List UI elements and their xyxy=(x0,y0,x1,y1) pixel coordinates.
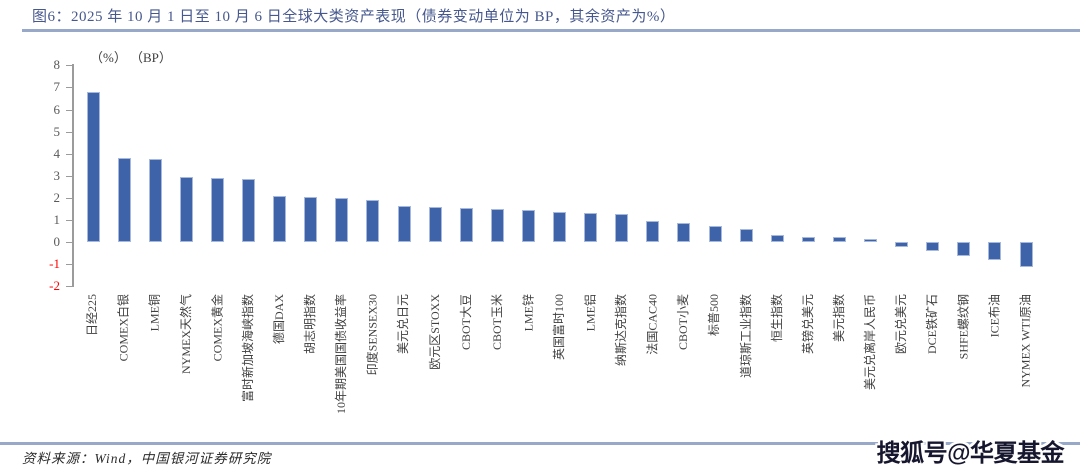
x-axis-label: 10年期美国国债收益率 xyxy=(334,294,349,415)
y-tick-mark xyxy=(66,65,73,67)
bar xyxy=(926,242,940,252)
bar xyxy=(864,238,877,242)
bar xyxy=(273,196,287,242)
y-tick-mark xyxy=(66,153,73,155)
x-axis-label: 道琼斯工业指数 xyxy=(738,294,753,379)
bar xyxy=(957,242,971,257)
x-axis-label: 纳斯达克指数 xyxy=(614,294,629,367)
x-axis-label: 美元兑离岸人民币 xyxy=(863,294,877,391)
y-tick-label: 2 xyxy=(53,189,61,205)
bar xyxy=(801,236,815,242)
bar xyxy=(335,197,349,242)
x-axis-label: 印度SENSEX30 xyxy=(365,294,380,376)
bar xyxy=(210,177,224,242)
y-tick-mark xyxy=(66,109,73,111)
y-tick-label: 6 xyxy=(53,101,61,117)
y-tick-mark xyxy=(66,175,73,177)
y-tick-mark xyxy=(66,264,73,266)
bar xyxy=(895,242,909,248)
bar xyxy=(677,223,691,242)
x-axis-label: COMEX白银 xyxy=(116,294,131,362)
x-axis-label: CBOT玉米 xyxy=(489,294,504,351)
x-axis-label: LME铝 xyxy=(583,294,598,332)
x-axis-label: DCE铁矿石 xyxy=(925,294,940,355)
y-tick-mark xyxy=(66,219,73,221)
bar xyxy=(86,91,100,242)
x-axis-label: 欧元兑美元 xyxy=(894,294,909,355)
y-tick-mark xyxy=(66,197,73,199)
x-axis-label: NYMEX WTI原油 xyxy=(1018,294,1033,388)
x-axis-label: 富时新加坡海峡指数 xyxy=(241,294,255,403)
bar xyxy=(646,221,660,242)
x-axis-label: NYMEX天然气 xyxy=(178,294,193,374)
source-note: 资料来源：Wind，中国银河证券研究院 xyxy=(22,451,272,466)
bar xyxy=(179,176,193,242)
y-tick-label: 5 xyxy=(53,123,61,139)
x-axis-label: SHFE螺纹钢 xyxy=(956,294,971,360)
x-axis-label: COMEX黄金 xyxy=(209,294,224,362)
y-tick-label: 7 xyxy=(53,79,61,95)
bar xyxy=(553,211,566,242)
x-axis-label: CBOT大豆 xyxy=(458,294,473,351)
bar xyxy=(770,235,784,242)
y-tick-mark xyxy=(66,242,73,243)
bar xyxy=(242,179,255,242)
bar xyxy=(832,236,846,242)
bar xyxy=(397,205,411,242)
x-axis-label: 英国富时100 xyxy=(552,294,566,361)
y-axis-line xyxy=(72,64,74,287)
bar xyxy=(366,200,380,242)
y-unit-percent-label: （%） xyxy=(90,50,127,65)
figure-title: 图6：2025 年 10 月 1 日至 10 月 6 日全球大类资产表现（债券变… xyxy=(32,9,676,25)
x-axis-label: 法国CAC40 xyxy=(645,294,660,355)
x-axis-label: 标普500 xyxy=(707,294,722,337)
x-axis-label: 英镑兑美元 xyxy=(800,294,815,355)
footer-divider xyxy=(0,442,1080,445)
bar xyxy=(148,158,162,242)
x-axis-label: 德国DAX xyxy=(272,294,287,344)
y-tick-mark xyxy=(66,131,73,133)
bar xyxy=(739,228,753,242)
y-unit-bp-label: （BP） xyxy=(130,50,172,65)
x-axis-label: LME铜 xyxy=(147,294,162,332)
bar xyxy=(584,213,598,242)
bar xyxy=(428,207,442,242)
title-divider xyxy=(22,29,1080,32)
y-tick-label: -2 xyxy=(49,278,60,294)
bar xyxy=(304,196,318,242)
y-tick-label: 1 xyxy=(53,211,61,227)
x-axis-label: 美元兑日元 xyxy=(396,294,411,355)
bar xyxy=(459,207,473,242)
x-axis-label: ICE布油 xyxy=(987,294,1002,338)
x-axis-label: CBOT小麦 xyxy=(676,294,691,351)
x-axis-label: 美元指数 xyxy=(831,294,846,343)
bar xyxy=(117,158,131,242)
bar xyxy=(708,226,722,242)
y-tick-label: 4 xyxy=(53,145,61,161)
x-axis-label: 恒生指数 xyxy=(769,294,784,343)
x-axis-label: 欧元区STOXX xyxy=(427,294,442,370)
y-tick-label: 0 xyxy=(53,234,61,249)
bar xyxy=(521,209,535,242)
x-axis-label: LME锌 xyxy=(520,294,535,332)
bar xyxy=(490,208,504,242)
y-tick-mark xyxy=(66,87,73,89)
y-tick-mark xyxy=(66,286,73,288)
y-tick-label: 3 xyxy=(53,167,61,183)
y-tick-label: -1 xyxy=(49,256,60,272)
y-tick-label: 8 xyxy=(53,57,61,73)
bar xyxy=(1019,242,1033,268)
x-axis-label: 日经225 xyxy=(85,294,100,337)
watermark: 搜狐号@华夏基金 xyxy=(876,440,1065,467)
bar xyxy=(615,214,629,242)
bar xyxy=(988,242,1002,261)
x-axis-label: 胡志明指数 xyxy=(303,294,318,355)
